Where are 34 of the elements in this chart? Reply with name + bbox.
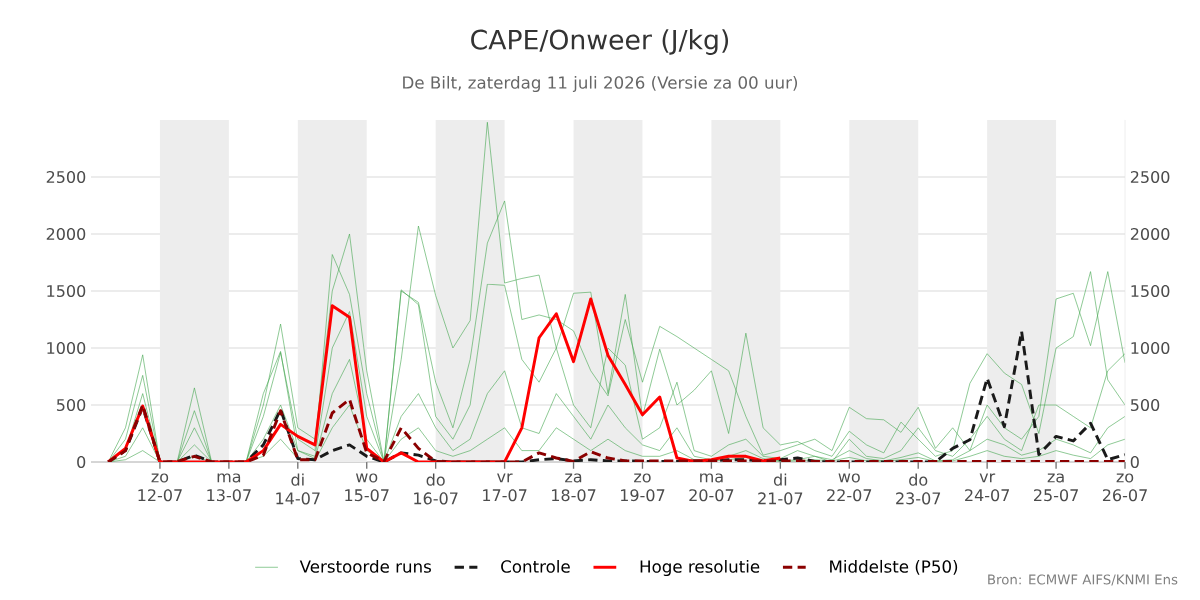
y2-tick-label: 1000 (1131, 341, 1170, 355)
y2-tick-label: 500 (1130, 398, 1160, 412)
x-tick-label: zo 12-07 (138, 473, 182, 502)
legend-label: Verstoorde runs (299, 559, 431, 573)
x-tick-label: di 21-07 (758, 473, 803, 505)
y-tick-label: 2500 (46, 170, 86, 184)
y-tick-label: 1500 (47, 284, 86, 298)
y-tick-label: 500 (56, 398, 86, 412)
legend-label: Controle (501, 559, 570, 573)
x-tick-label: vr 17-07 (483, 473, 527, 502)
y2-tick-label: 2500 (1130, 170, 1170, 184)
y-tick-label: 0 (77, 455, 86, 469)
x-tick-label: vr 24-07 (965, 473, 1009, 502)
x-tick-label: za 25-07 (1034, 473, 1078, 502)
x-tick-label: ma 13-07 (207, 473, 251, 502)
x-tick-label: za 18-07 (552, 473, 596, 502)
x-tick-label: ma 20-07 (689, 473, 734, 502)
legend-label: Middelste (P50) (830, 559, 958, 575)
legend-label: Hoge resolutie (640, 559, 760, 577)
x-tick-label: di 14-07 (276, 473, 320, 505)
x-tick-label: do 23-07 (896, 473, 941, 505)
x-tick-label: wo 15-07 (345, 473, 389, 502)
y-tick-label: 2000 (46, 227, 86, 241)
x-tick-label: do 16-07 (414, 473, 458, 505)
x-tick-label: zo 19-07 (620, 473, 665, 502)
text: Bron: ECMWF AIFS/KNMI Ens (988, 574, 1178, 586)
y2-tick-label: 1500 (1131, 284, 1170, 298)
y2-tick-label: 0 (1130, 455, 1139, 469)
y2-tick-label: 2000 (1130, 227, 1170, 241)
chart-title: CAPE/Onweer (J/kg) (471, 29, 729, 55)
chart-subtitle: De Bilt, zaterdag 11 juli 2026 (Versie za 00 uur) (403, 75, 798, 93)
y-tick-label: 1000 (47, 341, 86, 355)
x-tick-label: wo 22-07 (827, 473, 872, 502)
x-tick-label: zo 26-07 (1102, 473, 1147, 502)
